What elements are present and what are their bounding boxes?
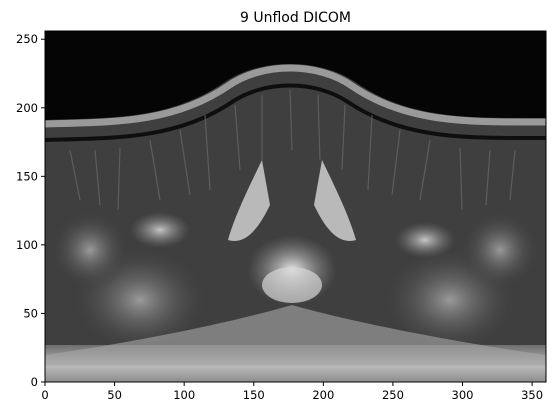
y-tick-label: 100 <box>16 238 38 252</box>
x-tick-label: 200 <box>312 388 334 402</box>
y-tick-label: 50 <box>23 306 38 320</box>
y-axis: 0 50 100 150 200 250 <box>16 32 45 389</box>
chart-title: 9 Unflod DICOM <box>240 10 351 26</box>
central-bright-right <box>314 160 356 241</box>
muscle-texture <box>69 89 516 211</box>
skin-band <box>45 64 546 128</box>
y-tick-label: 200 <box>16 101 38 115</box>
y-tick-label: 150 <box>16 169 38 183</box>
x-tick-label: 350 <box>521 388 543 402</box>
image-area <box>45 31 546 382</box>
x-tick-label: 300 <box>452 388 474 402</box>
x-tick-label: 50 <box>107 388 122 402</box>
x-tick-label: 250 <box>382 388 404 402</box>
x-axis: 0 50 100 150 200 250 300 350 <box>41 382 543 402</box>
central-bright-left <box>228 160 270 241</box>
y-tick-label: 250 <box>16 32 38 46</box>
x-tick-label: 0 <box>41 388 48 402</box>
axes-frame <box>44 30 547 383</box>
fat-layer <box>45 83 546 142</box>
x-tick-label: 150 <box>243 388 265 402</box>
x-tick-label: 100 <box>173 388 195 402</box>
y-tick-label: 0 <box>31 375 38 389</box>
